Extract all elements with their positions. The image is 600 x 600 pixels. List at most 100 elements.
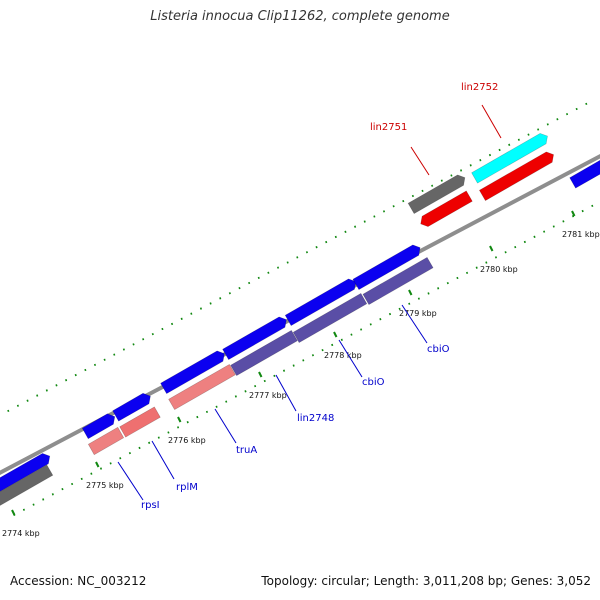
gene-reverse-cds (292, 292, 368, 344)
outer-tick-mark (286, 261, 289, 264)
major-tick-mark (177, 416, 182, 423)
gene-forward-cds (81, 413, 116, 440)
gene-label-leader (151, 440, 175, 480)
inner-tick-mark (321, 348, 324, 352)
outer-tick-mark (267, 271, 270, 274)
outer-tick-mark (354, 225, 357, 228)
outer-tick-mark (161, 327, 164, 331)
outer-tick-mark (363, 220, 366, 223)
inner-tick-mark (514, 245, 517, 249)
outer-tick-mark (450, 174, 453, 177)
gene-label-leader (481, 104, 502, 139)
inner-tick-mark (494, 256, 498, 259)
outer-tick-mark (142, 338, 145, 341)
inner-tick-mark (562, 220, 565, 223)
outer-tick-mark (498, 148, 501, 152)
major-tick-mark (333, 331, 338, 338)
tick-label: 2776 kbp (168, 436, 206, 445)
inner-tick-mark (302, 359, 305, 362)
inner-tick-mark (234, 395, 237, 398)
outer-tick-mark (460, 169, 463, 172)
inner-tick-mark (205, 410, 209, 414)
inner-tick-mark (71, 482, 74, 486)
inner-tick-mark (360, 328, 363, 331)
inner-tick-mark (119, 457, 122, 460)
inner-tick-mark (485, 261, 488, 264)
tick-label: 2778 kbp (324, 351, 362, 360)
outer-tick-mark (411, 194, 414, 198)
inner-tick-mark (398, 307, 401, 311)
gene-forward-cds (0, 453, 51, 492)
outer-tick-mark (431, 184, 434, 187)
inner-tick-mark (109, 462, 112, 465)
inner-tick-mark (340, 338, 343, 341)
tick-label: 2779 kbp (399, 309, 437, 318)
outer-tick-mark (296, 256, 299, 259)
inner-tick-mark (99, 467, 103, 470)
outer-tick-mark (84, 368, 87, 372)
outer-tick-mark (171, 322, 174, 326)
outer-tick-mark (74, 373, 77, 377)
outer-tick-mark (479, 159, 482, 162)
inner-tick-mark (331, 343, 334, 347)
gene-forward-cds (284, 278, 357, 327)
gene-forward-cds (222, 316, 287, 361)
gene-lin2751-red (420, 190, 473, 227)
gene-reverse-cds (362, 256, 434, 306)
gene-label: lin2748 (297, 413, 334, 424)
outer-tick-mark (93, 363, 97, 367)
outer-tick-mark (305, 251, 308, 254)
inner-tick-mark (90, 472, 93, 475)
inner-tick-mark (263, 379, 266, 383)
gene-labels: rpsI rplM truA lin2748 cbiO cbiO lin2751 lin275… (117, 82, 502, 511)
inner-tick-mark (42, 498, 45, 501)
gene-label: cbiO (362, 377, 385, 388)
inner-tick-mark (427, 292, 430, 295)
outer-tick-mark (508, 143, 511, 146)
outer-tick-mark (325, 240, 328, 244)
gene-label: truA (236, 445, 257, 456)
inner-tick-mark (32, 503, 35, 506)
tick-label: 2774 kbp (2, 529, 40, 538)
outer-tick-mark (527, 133, 530, 136)
outer-tick-mark (209, 302, 212, 305)
inner-tick-mark (128, 451, 131, 455)
inner-tick-mark (456, 276, 459, 280)
gene-label-leader (410, 146, 430, 176)
outer-tick-mark (257, 276, 260, 280)
outer-tick-mark (219, 297, 222, 300)
inner-tick-mark (543, 230, 546, 233)
outer-tick-mark (65, 379, 68, 382)
inner-tick-mark (215, 405, 218, 408)
inner-tick-mark (466, 271, 469, 275)
gene-lin2752-red (478, 151, 554, 202)
outer-tick-mark (373, 215, 376, 218)
gene-label-leader (275, 374, 297, 412)
inner-tick-mark (282, 369, 286, 372)
inner-tick-mark (379, 318, 382, 321)
outer-tick-mark (276, 266, 280, 269)
outer-tick-mark (122, 348, 125, 351)
major-tick-mark (95, 461, 100, 468)
gene-label: cbiO (427, 344, 450, 355)
inner-tick-mark (388, 312, 392, 316)
gene-label-leader (214, 408, 237, 444)
outer-tick-mark (537, 128, 540, 131)
gene-label: lin2751 (370, 122, 407, 133)
outer-tick-mark (382, 210, 386, 213)
inner-tick-mark (22, 508, 25, 511)
outer-tick-mark (103, 358, 106, 361)
inner-tick-mark (51, 493, 54, 496)
outer-tick-mark (248, 281, 251, 285)
outer-tick-mark (315, 246, 318, 249)
gene-label-leader (401, 304, 428, 344)
inner-tick-mark (350, 333, 353, 336)
gene-forward-cds (569, 159, 600, 189)
inner-tick-mark (61, 487, 64, 491)
outer-tick-mark (36, 394, 39, 397)
inner-tick-mark (292, 364, 295, 367)
inner-tick-mark (254, 384, 257, 388)
gene-gray (0, 464, 54, 506)
outer-tick-mark (421, 189, 424, 193)
